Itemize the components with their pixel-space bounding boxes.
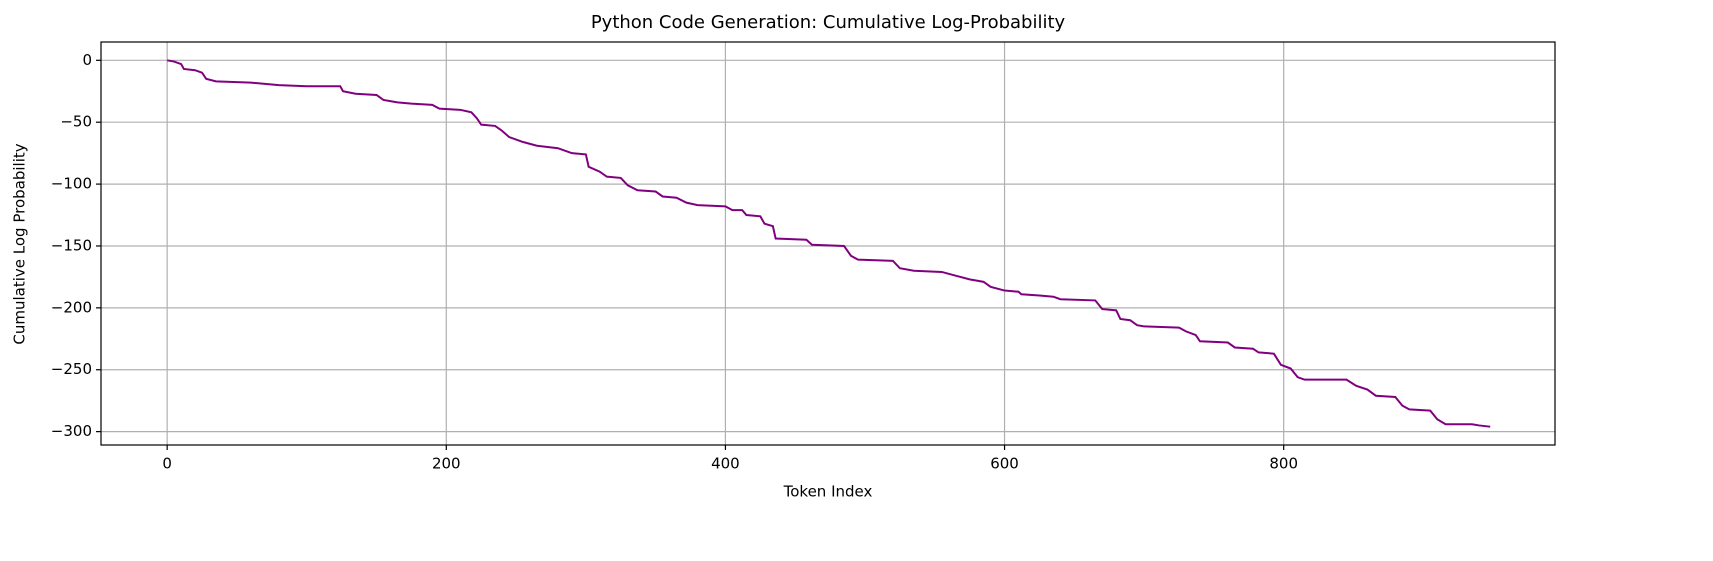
x-tick-label: 400 bbox=[711, 455, 740, 473]
y-tick-label: −100 bbox=[51, 175, 92, 193]
x-tick-label: 0 bbox=[162, 455, 172, 473]
x-axis-label: Token Index bbox=[783, 483, 873, 501]
x-tick-label: 600 bbox=[990, 455, 1019, 473]
y-tick-label: −150 bbox=[51, 236, 92, 254]
y-tick-label: −250 bbox=[51, 360, 92, 378]
y-tick-label: 0 bbox=[82, 51, 92, 69]
y-axis-label: Cumulative Log Probability bbox=[11, 143, 29, 344]
x-tick-label: 200 bbox=[432, 455, 461, 473]
x-tick-label: 800 bbox=[1269, 455, 1298, 473]
y-tick-label: −200 bbox=[51, 298, 92, 316]
plot-frame bbox=[100, 41, 1556, 446]
chart-title: Python Code Generation: Cumulative Log-P… bbox=[591, 12, 1066, 33]
y-tick-label: −300 bbox=[51, 422, 92, 440]
y-tick-label: −50 bbox=[60, 113, 92, 131]
line bbox=[166, 59, 1491, 428]
